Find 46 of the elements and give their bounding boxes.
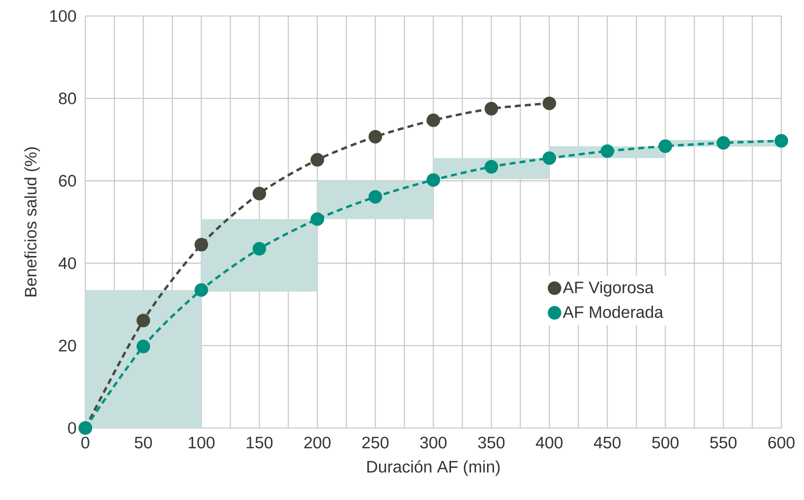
point: [484, 160, 498, 174]
x-tick-label: 350: [478, 436, 505, 448]
point: [368, 130, 382, 144]
x-tick-label: 100: [188, 436, 215, 448]
point: [542, 151, 556, 165]
point: [136, 340, 150, 354]
point: [774, 134, 788, 148]
y-tick-label: 0: [68, 422, 76, 434]
legend-label: AF Moderada: [562, 306, 664, 318]
x-tick-label: 400: [536, 436, 563, 448]
y-tick-label: 100: [50, 10, 76, 22]
point: [252, 242, 266, 256]
y-tick-label: 40: [58, 257, 76, 270]
bar: [201, 219, 318, 292]
point: [194, 283, 208, 297]
x-tick-label: 550: [710, 436, 737, 448]
x-tick-label: 150: [246, 436, 273, 448]
point: [194, 238, 208, 252]
point: [426, 113, 440, 128]
y-axis-title: Beneficios salud (%): [24, 147, 40, 296]
y-tick-label: 60: [59, 174, 76, 187]
x-tick-label: 250: [362, 436, 389, 448]
point: [368, 190, 382, 204]
x-axis-title: Duración AF (min): [367, 460, 500, 476]
legend-label: AF Vigorosa: [562, 281, 654, 297]
point: [310, 212, 324, 226]
x-tick-label: 300: [420, 436, 447, 448]
point: [658, 139, 672, 153]
point: [716, 136, 730, 150]
point: [426, 173, 440, 187]
x-tick-label: 450: [594, 436, 621, 448]
x-tick-label: 200: [304, 436, 331, 448]
point: [484, 102, 498, 116]
x-tick-label: 500: [652, 436, 679, 448]
point: [310, 153, 324, 167]
point: [252, 186, 266, 200]
bar: [85, 290, 202, 428]
point: [600, 144, 614, 158]
point: [136, 314, 150, 328]
y-tick-label: 80: [58, 92, 76, 104]
bar: [317, 181, 434, 220]
x-tick-label: 600: [768, 436, 795, 448]
point: [542, 96, 556, 110]
x-tick-label: 50: [134, 436, 152, 448]
x-tick-label: 0: [81, 436, 90, 448]
y-tick-label: 20: [59, 340, 76, 352]
